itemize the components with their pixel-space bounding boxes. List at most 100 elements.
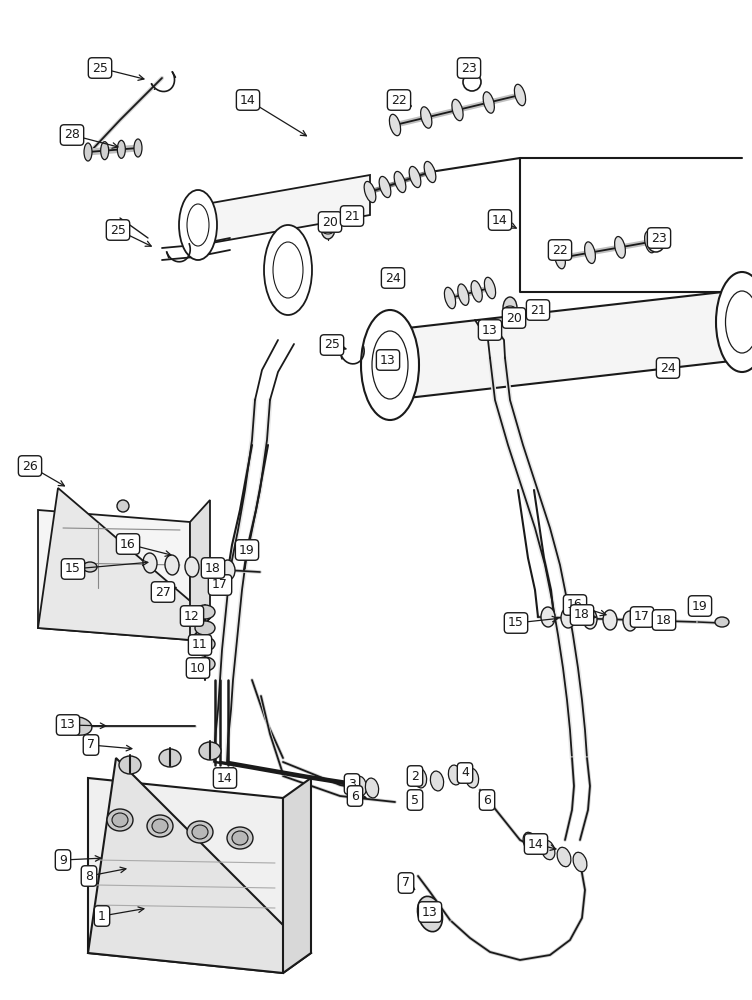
Ellipse shape xyxy=(444,287,456,309)
Text: 15: 15 xyxy=(65,562,81,576)
Text: 17: 17 xyxy=(212,578,228,591)
Polygon shape xyxy=(88,758,311,973)
Ellipse shape xyxy=(716,272,752,372)
Ellipse shape xyxy=(365,778,379,798)
Ellipse shape xyxy=(112,813,128,827)
Text: 21: 21 xyxy=(530,304,546,316)
Ellipse shape xyxy=(394,171,406,193)
Ellipse shape xyxy=(221,560,235,580)
Ellipse shape xyxy=(364,181,376,203)
Ellipse shape xyxy=(195,605,215,619)
Polygon shape xyxy=(88,778,283,973)
Text: 23: 23 xyxy=(461,62,477,75)
Text: 18: 18 xyxy=(205,562,221,574)
Ellipse shape xyxy=(179,190,217,260)
Ellipse shape xyxy=(84,143,92,161)
Text: 27: 27 xyxy=(155,585,171,598)
Polygon shape xyxy=(390,290,740,400)
Ellipse shape xyxy=(322,226,334,234)
Ellipse shape xyxy=(273,242,303,298)
Ellipse shape xyxy=(147,815,173,837)
Ellipse shape xyxy=(64,717,92,735)
Text: 13: 13 xyxy=(380,354,396,366)
Text: 25: 25 xyxy=(110,224,126,236)
Text: 13: 13 xyxy=(60,718,76,732)
Ellipse shape xyxy=(83,562,97,572)
Ellipse shape xyxy=(726,291,752,353)
Text: 11: 11 xyxy=(192,639,208,652)
Ellipse shape xyxy=(195,637,215,651)
Text: 22: 22 xyxy=(552,243,568,256)
Text: 20: 20 xyxy=(322,216,338,229)
Ellipse shape xyxy=(159,749,181,767)
Text: 6: 6 xyxy=(483,794,491,806)
Ellipse shape xyxy=(573,852,587,872)
Ellipse shape xyxy=(417,896,442,932)
Text: 19: 19 xyxy=(692,599,708,612)
Text: 10: 10 xyxy=(190,662,206,674)
Ellipse shape xyxy=(623,611,637,631)
Ellipse shape xyxy=(715,617,729,627)
Ellipse shape xyxy=(503,297,517,319)
Ellipse shape xyxy=(232,831,248,845)
Ellipse shape xyxy=(414,768,426,788)
Ellipse shape xyxy=(584,242,596,263)
Text: 12: 12 xyxy=(184,609,200,622)
Ellipse shape xyxy=(227,827,253,849)
Polygon shape xyxy=(283,778,311,973)
Ellipse shape xyxy=(458,284,469,305)
Polygon shape xyxy=(200,175,370,245)
Text: 9: 9 xyxy=(59,854,67,866)
Ellipse shape xyxy=(203,558,217,578)
Ellipse shape xyxy=(471,281,482,302)
Ellipse shape xyxy=(264,225,312,315)
Text: 24: 24 xyxy=(660,361,676,374)
Ellipse shape xyxy=(107,809,133,831)
Text: 17: 17 xyxy=(634,610,650,624)
Ellipse shape xyxy=(119,756,141,774)
Ellipse shape xyxy=(420,107,432,128)
Text: 14: 14 xyxy=(492,214,508,227)
Ellipse shape xyxy=(101,142,109,160)
Ellipse shape xyxy=(192,825,208,839)
Ellipse shape xyxy=(583,609,597,629)
Ellipse shape xyxy=(134,139,142,157)
Text: 25: 25 xyxy=(324,338,340,352)
Ellipse shape xyxy=(390,114,401,136)
Text: 23: 23 xyxy=(651,232,667,244)
Text: 20: 20 xyxy=(506,312,522,324)
Text: 14: 14 xyxy=(528,838,544,850)
Polygon shape xyxy=(38,488,210,640)
Polygon shape xyxy=(38,510,190,640)
Ellipse shape xyxy=(555,247,566,269)
Ellipse shape xyxy=(199,742,221,760)
Ellipse shape xyxy=(541,607,555,627)
Ellipse shape xyxy=(195,657,215,671)
Ellipse shape xyxy=(644,231,656,253)
Text: 16: 16 xyxy=(567,598,583,611)
Text: 18: 18 xyxy=(574,608,590,621)
Ellipse shape xyxy=(379,176,391,198)
Polygon shape xyxy=(190,500,210,640)
Text: 13: 13 xyxy=(422,906,438,918)
Ellipse shape xyxy=(372,331,408,399)
Text: 14: 14 xyxy=(240,94,256,106)
Ellipse shape xyxy=(484,277,496,299)
Text: 28: 28 xyxy=(64,128,80,141)
Text: 26: 26 xyxy=(22,460,38,473)
Ellipse shape xyxy=(353,776,367,796)
Ellipse shape xyxy=(430,771,444,791)
Ellipse shape xyxy=(143,553,157,573)
Text: 8: 8 xyxy=(85,869,93,882)
Ellipse shape xyxy=(165,555,179,575)
Ellipse shape xyxy=(648,236,664,252)
Ellipse shape xyxy=(614,237,626,258)
Ellipse shape xyxy=(187,821,213,843)
Ellipse shape xyxy=(187,204,209,246)
Text: 13: 13 xyxy=(482,324,498,336)
Text: 15: 15 xyxy=(508,616,524,630)
Ellipse shape xyxy=(504,306,516,314)
Ellipse shape xyxy=(185,557,199,577)
Text: 5: 5 xyxy=(411,794,419,806)
Text: 22: 22 xyxy=(391,94,407,106)
